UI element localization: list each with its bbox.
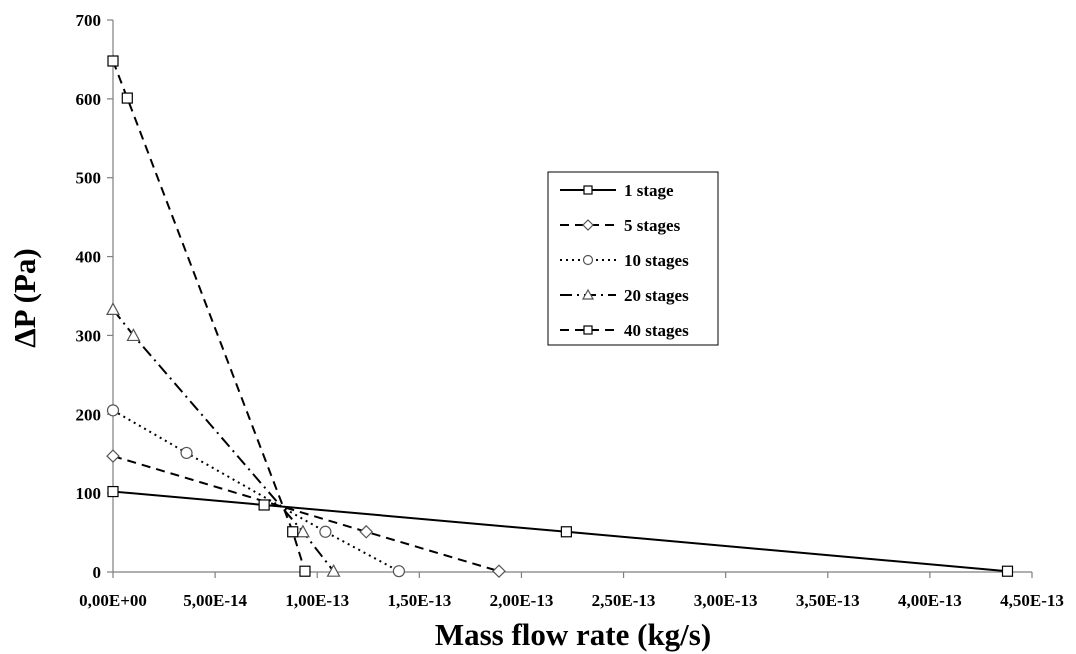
series-line-1 — [112, 490, 1008, 573]
legend-label: 40 stages — [624, 321, 689, 340]
data-point — [392, 565, 406, 578]
legend-label: 5 stages — [624, 216, 681, 235]
legend-label: 10 stages — [624, 251, 689, 270]
y-tick-label: 0 — [93, 563, 102, 582]
y-tick-label: 500 — [76, 169, 102, 188]
data-point — [326, 563, 341, 577]
series-path — [112, 455, 500, 573]
series-line-3 — [112, 409, 400, 573]
x-axis-title: Mass flow rate (kg/s) — [435, 617, 711, 652]
y-tick-label: 100 — [76, 484, 102, 503]
data-point — [106, 449, 120, 463]
y-tick-label: 700 — [76, 11, 102, 30]
series-path — [112, 490, 1008, 573]
series-line-5 — [112, 60, 306, 572]
data-point — [106, 404, 120, 417]
series-path — [112, 409, 400, 573]
data-point — [258, 499, 270, 511]
legend: 1 stage 5 stages 10 stages 20 stages 40 stag… — [547, 171, 719, 346]
x-tick-label: 2,50E-13 — [592, 591, 656, 610]
data-point — [492, 564, 506, 579]
x-tick-label: 3,50E-13 — [796, 591, 860, 610]
data-point — [295, 524, 310, 538]
y-tick-label: 400 — [76, 248, 102, 267]
series-markers-1 — [107, 485, 1014, 577]
data-point — [126, 328, 141, 342]
series-markers-4 — [105, 302, 341, 577]
y-tick-label: 200 — [76, 405, 102, 424]
data-point — [105, 302, 121, 316]
legend-swatch-marker — [582, 219, 594, 231]
series-line-2 — [112, 455, 500, 573]
legend-swatch-marker — [582, 254, 594, 266]
legend-label: 20 stages — [624, 286, 689, 305]
x-tick-label: 4,00E-13 — [898, 591, 962, 610]
data-point — [121, 92, 133, 104]
legend-swatch-marker — [581, 288, 595, 300]
axes: 0 100 200 300 400 500 600 700 0,00E+00 5,00E-14 1,… — [76, 11, 1064, 610]
series-path — [112, 308, 335, 572]
legend-swatch-marker — [583, 325, 593, 335]
series-path — [112, 60, 306, 572]
plot-area — [105, 55, 1014, 579]
data-point — [287, 526, 299, 538]
data-point — [560, 526, 572, 538]
data-point — [319, 525, 332, 538]
x-tick-label: 1,50E-13 — [387, 591, 451, 610]
x-tick-label: 2,00E-13 — [490, 591, 554, 610]
series-markers-2 — [106, 449, 506, 579]
data-point — [107, 485, 119, 498]
legend-box — [547, 171, 719, 346]
data-point — [107, 55, 119, 67]
series-markers-3 — [106, 404, 406, 578]
y-tick-label: 300 — [76, 326, 102, 345]
data-point — [359, 524, 374, 539]
y-tick-label: 600 — [76, 90, 102, 109]
x-tick-label: 4,50E-13 — [1000, 591, 1064, 610]
legend-label: 1 stage — [624, 181, 674, 200]
x-tick-label: 3,00E-13 — [694, 591, 758, 610]
x-tick-label: 1,00E-13 — [285, 591, 349, 610]
data-point — [299, 565, 311, 577]
data-point — [180, 446, 193, 460]
x-tick-label: 0,00E+00 — [79, 591, 147, 610]
x-tick-label: 5,00E-14 — [183, 591, 247, 610]
y-axis-title: ΔP (Pa) — [7, 248, 42, 348]
data-point — [1001, 565, 1014, 577]
legend-swatch-marker — [583, 185, 593, 195]
series-line-4 — [112, 308, 335, 572]
series-markers-5 — [107, 55, 311, 577]
